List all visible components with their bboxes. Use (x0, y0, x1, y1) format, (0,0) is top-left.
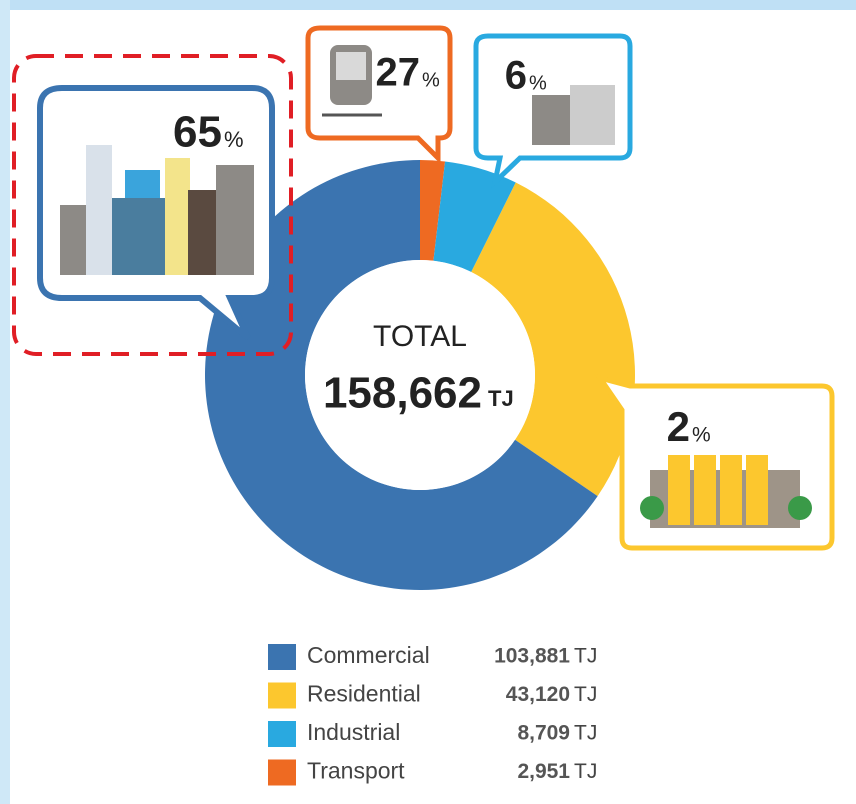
share-value: 6 (505, 54, 527, 98)
legend-label: Industrial (307, 719, 400, 745)
legend-swatch (268, 721, 296, 747)
legend-value: 43,120 (506, 683, 570, 706)
share-value: 2 (667, 403, 690, 450)
legend-swatch (268, 644, 296, 670)
legend-unit: TJ (574, 683, 597, 706)
share-unit: % (224, 127, 244, 152)
legend-label: Residential (307, 681, 421, 707)
share-value: 65 (173, 108, 222, 157)
share-unit: % (692, 424, 711, 447)
callout-residential (600, 378, 832, 548)
legend-unit: TJ (574, 722, 597, 745)
left-band (0, 0, 10, 804)
share-unit: % (529, 72, 547, 94)
page: {"chart_data": {"type": "donut", "center… (0, 0, 856, 804)
legend-value: 103,881 (494, 645, 570, 668)
legend-unit: TJ (574, 645, 597, 668)
total-unit: TJ (488, 386, 514, 411)
top-band (0, 0, 856, 10)
share-value: 27 (376, 51, 421, 95)
legend-swatch (268, 760, 296, 786)
legend-unit: TJ (574, 760, 597, 783)
legend-value: 2,951 (517, 760, 570, 783)
center-label: TOTAL (373, 320, 467, 353)
legend-label: Commercial (307, 642, 430, 668)
legend-label: Transport (307, 758, 405, 784)
total-value: 158,662 (323, 369, 482, 418)
legend-value: 8,709 (517, 722, 570, 745)
legend-swatch (268, 683, 296, 709)
share-unit: % (422, 69, 440, 91)
callout-industrial (476, 36, 630, 182)
chart: TOTAL 158,662 TJ 65%27%6%2%Commercial103… (0, 0, 856, 804)
